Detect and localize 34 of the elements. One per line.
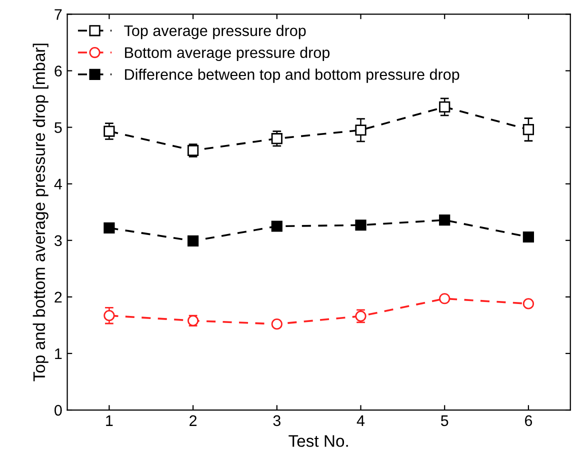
y-axis-title: Top and bottom average pressure drop [mbar] <box>32 44 48 382</box>
x-tick-label: 6 <box>524 415 532 426</box>
x-tick-label: 4 <box>356 415 365 426</box>
legend-label: Bottom average pressure drop <box>125 46 330 62</box>
point <box>439 101 450 113</box>
legend-label: Top average pressure drop <box>124 24 306 40</box>
y-tick-label: 0 <box>54 404 62 416</box>
point <box>271 220 282 232</box>
point <box>104 222 115 234</box>
y-tick-label: 3 <box>54 235 62 246</box>
point <box>522 231 534 243</box>
point <box>439 214 450 226</box>
legend-label: Difference between top and bottom pressure drop <box>125 68 460 83</box>
y-tick-label: 6 <box>54 66 62 76</box>
point <box>439 293 450 304</box>
x-tick-label: 2 <box>190 415 197 426</box>
point <box>271 318 282 330</box>
y-tick-label: 7 <box>54 9 62 20</box>
point <box>104 126 115 137</box>
x-tick-label: 5 <box>440 415 448 426</box>
point <box>187 235 199 247</box>
point <box>355 220 366 231</box>
point <box>355 124 366 136</box>
x-tick-label: 1 <box>106 415 113 426</box>
x-axis-title: Test No. <box>288 435 348 447</box>
x-tick-label: 3 <box>273 415 280 426</box>
point <box>271 133 282 144</box>
y-tick-label: 2 <box>54 292 62 302</box>
y-tick-label: 4 <box>54 178 62 190</box>
y-tick-label: 5 <box>54 122 62 133</box>
point <box>522 124 534 136</box>
y-tick-label: 1 <box>55 348 62 360</box>
point <box>522 298 534 310</box>
point <box>104 310 115 322</box>
